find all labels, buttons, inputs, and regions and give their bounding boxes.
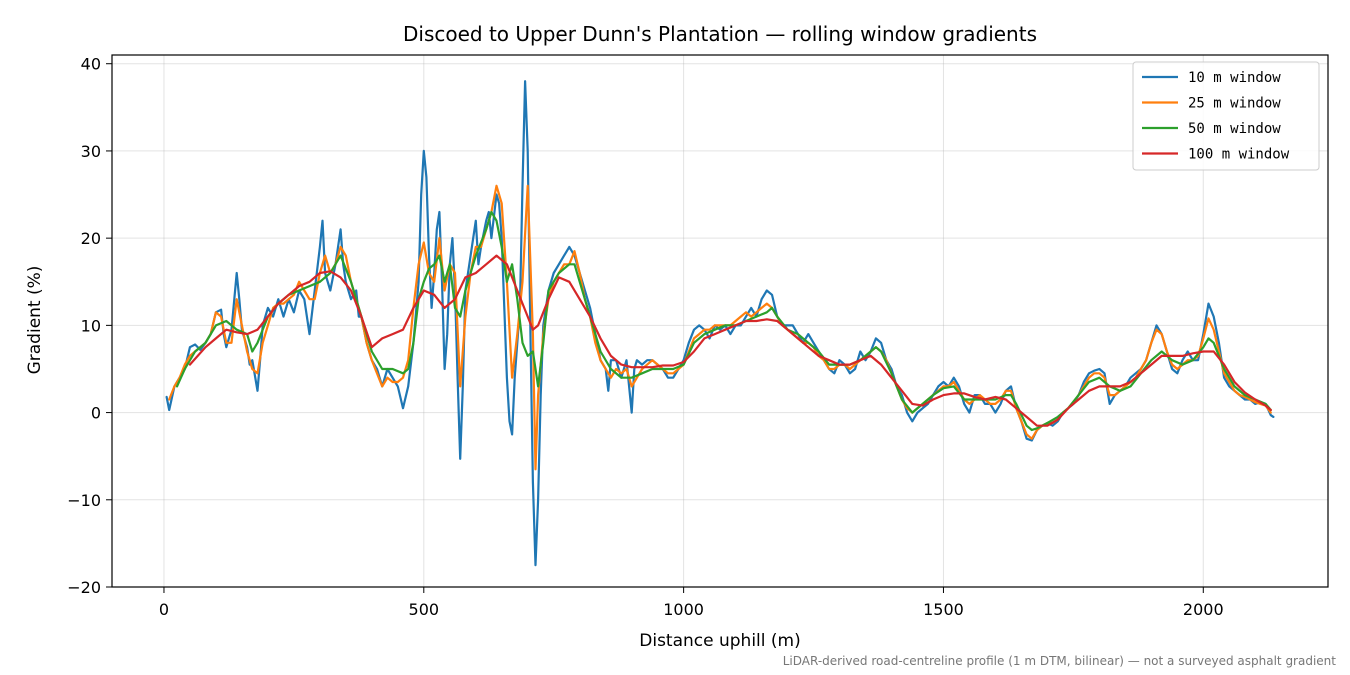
y-tick-label: 0	[91, 404, 101, 423]
series-line-100m-window	[188, 254, 1272, 427]
x-tick-label: 500	[409, 600, 440, 619]
x-tick-label: 1500	[923, 600, 964, 619]
chart-title: Discoed to Upper Dunn's Plantation — rol…	[403, 22, 1037, 46]
x-tick-label: 2000	[1183, 600, 1224, 619]
legend-entry-label: 10 m window	[1188, 70, 1281, 86]
legend-entry-label: 50 m window	[1188, 121, 1281, 137]
tick-layer: 0 500 1000 1500 2000 −20 −10 0 10 20 30 40	[67, 55, 1223, 619]
legend: 10 m window 25 m window 50 m window 100 m w…	[1132, 61, 1320, 171]
x-axis-label: Distance uphill (m)	[639, 631, 800, 651]
y-tick-label: 10	[81, 316, 101, 335]
series-line-10m-window	[165, 80, 1275, 567]
y-axis-label: Gradient (%)	[25, 266, 45, 375]
x-tick-label: 0	[159, 600, 169, 619]
legend-box	[1132, 61, 1320, 171]
y-tick-label: −20	[67, 578, 101, 597]
x-tick-label: 1000	[663, 600, 704, 619]
y-tick-label: −10	[67, 491, 101, 510]
footnote: LiDAR-derived road-centreline profile (1…	[783, 654, 1337, 668]
legend-entry-label: 25 m window	[1188, 96, 1281, 112]
y-tick-label: 30	[81, 142, 101, 161]
plot-frame	[111, 54, 1329, 588]
legend-entry-label: 100 m window	[1188, 147, 1290, 163]
y-tick-label: 20	[81, 229, 101, 248]
y-tick-label: 40	[81, 55, 101, 74]
series-layer	[165, 80, 1275, 567]
